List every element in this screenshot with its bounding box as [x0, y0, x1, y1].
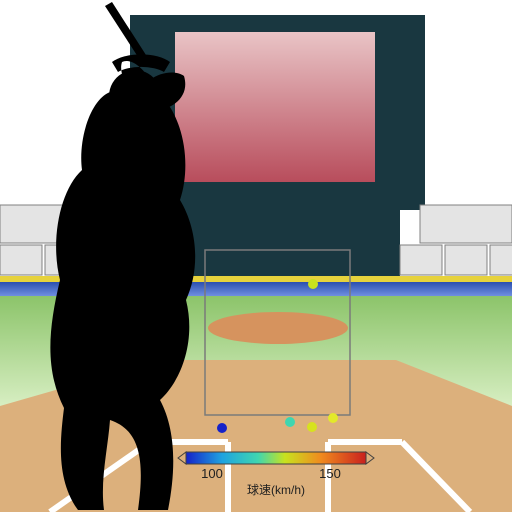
pitch-marker [285, 417, 295, 427]
pitch-marker [217, 423, 227, 433]
legend-axis-label: 球速(km/h) [247, 483, 305, 497]
legend-tick-label: 100 [201, 466, 223, 481]
seat-block [490, 245, 512, 275]
seat-block [0, 245, 42, 275]
scoreboard-screen [175, 32, 375, 182]
seat-block [445, 245, 487, 275]
pitch-marker [307, 422, 317, 432]
pitchers-mound [208, 312, 348, 344]
pitch-marker [308, 279, 318, 289]
legend-colorbar [186, 452, 366, 464]
stand-roof-right [420, 205, 512, 243]
pitch-marker [328, 413, 338, 423]
seat-block [400, 245, 442, 275]
legend-tick-label: 150 [319, 466, 341, 481]
